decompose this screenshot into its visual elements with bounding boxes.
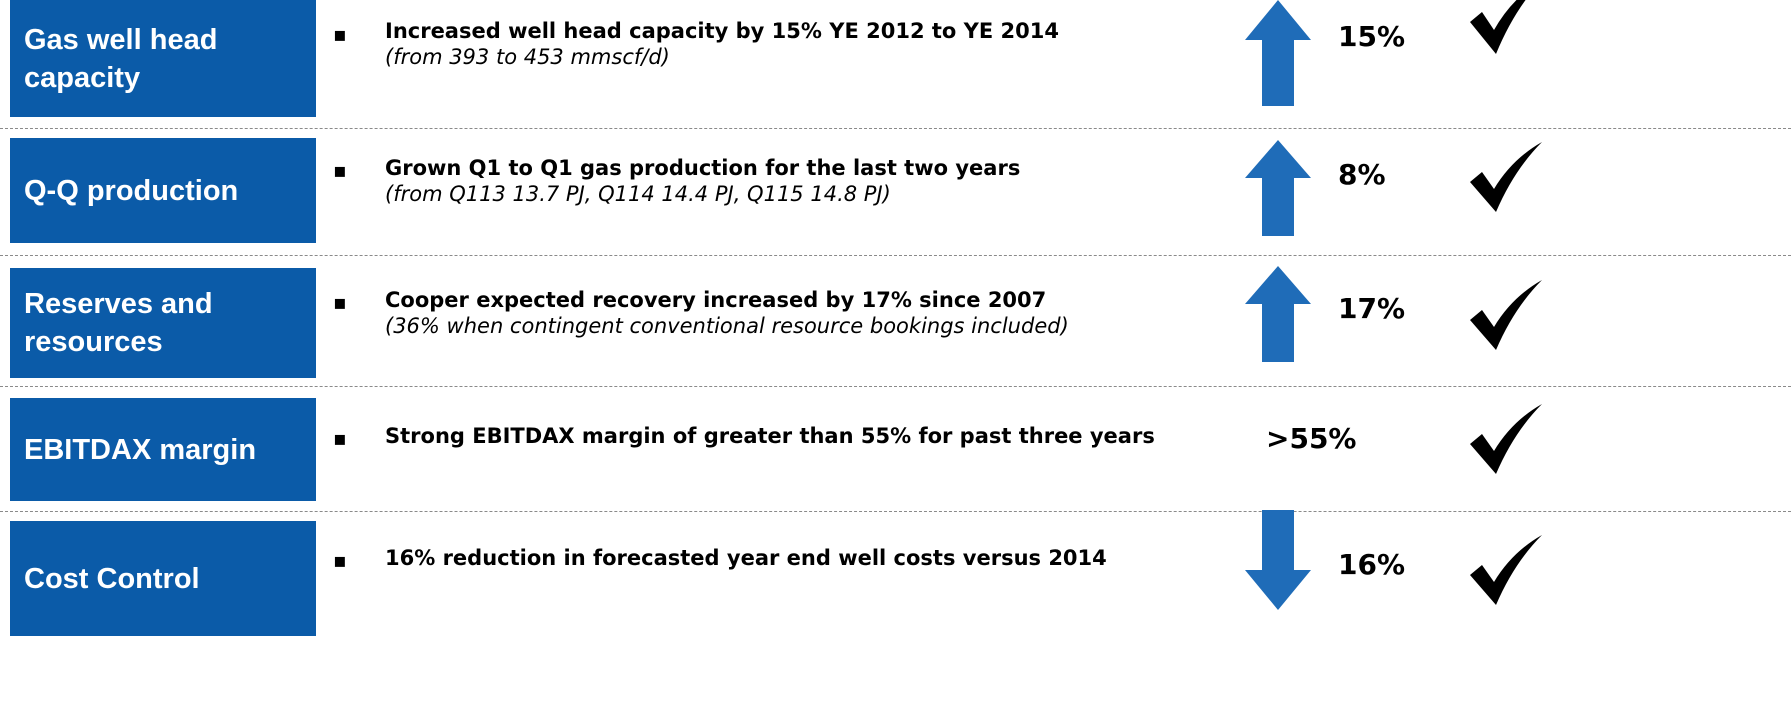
checkmark bbox=[1470, 142, 1542, 212]
bullet-mark: ▪ bbox=[333, 426, 347, 450]
row-label: Gas well head capacity bbox=[10, 0, 316, 117]
checkmark bbox=[1470, 535, 1542, 605]
separator bbox=[0, 128, 1791, 129]
checkmark bbox=[1470, 0, 1526, 54]
bullet-text: Increased well head capacity by 15% YE 2… bbox=[385, 19, 1059, 43]
detail-text: (from 393 to 453 mmscf/d) bbox=[385, 45, 670, 69]
row-label: EBITDAX margin bbox=[10, 398, 316, 501]
bullet-text: Strong EBITDAX margin of greater than 55… bbox=[385, 424, 1155, 448]
bullet-text: Grown Q1 to Q1 gas production for the la… bbox=[385, 156, 1021, 180]
checkmark bbox=[1470, 280, 1542, 350]
separator bbox=[0, 255, 1791, 256]
arrow-up bbox=[1245, 0, 1311, 106]
bullet-text: 16% reduction in forecasted year end wel… bbox=[385, 546, 1107, 570]
detail-text: (36% when contingent conventional resour… bbox=[385, 314, 1069, 338]
checkmark bbox=[1470, 404, 1542, 474]
detail-text: (from Q113 13.7 PJ, Q114 14.4 PJ, Q115 1… bbox=[385, 182, 891, 206]
row-label: Cost Control bbox=[10, 521, 316, 636]
row-value: >55% bbox=[1266, 422, 1357, 455]
bullet-text: Cooper expected recovery increased by 17… bbox=[385, 288, 1047, 312]
row-label: Q-Q production bbox=[10, 138, 316, 243]
arrow-down bbox=[1245, 510, 1311, 610]
row-label: Reserves and resources bbox=[10, 268, 316, 378]
row-value: 15% bbox=[1338, 20, 1406, 53]
bullet-mark: ▪ bbox=[333, 548, 347, 572]
bullet-mark: ▪ bbox=[333, 158, 347, 182]
bullet-mark: ▪ bbox=[333, 22, 347, 46]
arrow-up bbox=[1245, 140, 1311, 236]
arrow-up bbox=[1245, 266, 1311, 362]
separator bbox=[0, 386, 1791, 387]
bullet-mark: ▪ bbox=[333, 290, 347, 314]
row-value: 8% bbox=[1338, 158, 1386, 191]
separator bbox=[0, 511, 1791, 512]
row-value: 16% bbox=[1338, 548, 1406, 581]
row-value: 17% bbox=[1338, 292, 1406, 325]
